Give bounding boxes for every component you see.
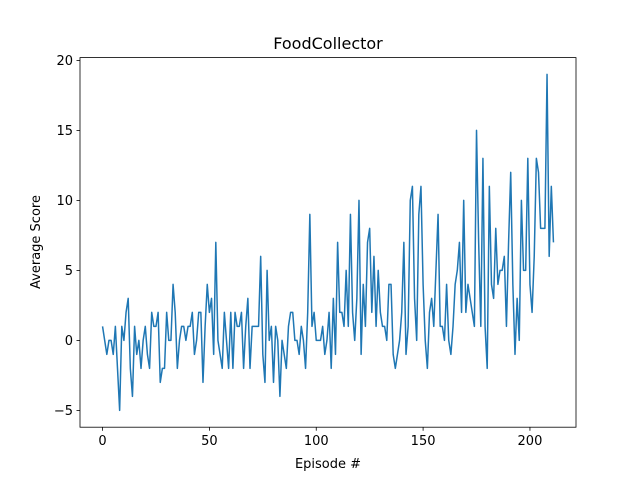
x-tick-label: 200: [518, 434, 543, 449]
x-tick-label: 150: [411, 434, 436, 449]
axes-frame: [79, 57, 577, 428]
chart-title: FoodCollector: [273, 34, 383, 53]
y-tick-label: 20: [56, 54, 73, 69]
y-axis-label: Average Score: [29, 195, 44, 289]
y-tick-label: 0: [65, 334, 73, 349]
x-tick-label: 0: [98, 434, 106, 449]
y-tick-label: 15: [56, 124, 73, 139]
y-tick-label: −5: [54, 404, 73, 419]
x-axis-label: Episode #: [295, 457, 361, 472]
data-line: [101, 73, 555, 412]
x-tick-label: 100: [304, 434, 329, 449]
y-tick-label: 10: [56, 194, 73, 209]
x-tick-label: 50: [201, 434, 218, 449]
y-tick-label: 5: [65, 264, 73, 279]
